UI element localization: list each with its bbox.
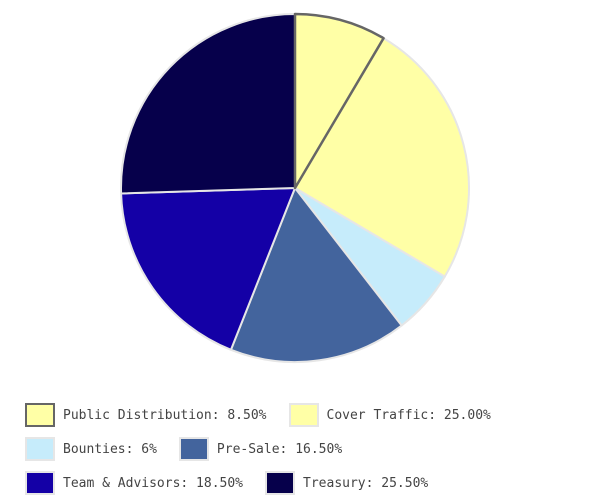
pie-slice-team-advisors[interactable]	[120, 187, 296, 351]
legend-label-treasury: Treasury: 25.50%	[303, 475, 429, 491]
legend-swatch-cover-traffic	[288, 403, 319, 427]
legend-label-public-distribution: Public Distribution: 8.50%	[63, 407, 267, 423]
legend-swatch-bounties	[25, 437, 55, 461]
legend-item-public-distribution[interactable]: Public Distribution: 8.50%	[25, 403, 267, 427]
pie-slice-cover-traffic[interactable]	[294, 37, 470, 278]
legend-label-pre-sale: Pre-Sale: 16.50%	[216, 441, 343, 457]
legend-swatch-team-advisors	[25, 471, 55, 495]
legend-item-pre-sale[interactable]: Pre-Sale: 16.50%	[178, 437, 343, 461]
pie-slice-public-distribution[interactable]	[293, 12, 385, 190]
legend-label-team-advisors: Team & Advisors: 18.50%	[63, 475, 244, 491]
legend-item-cover-traffic[interactable]: Cover Traffic: 25.00%	[288, 403, 491, 427]
legend-swatch-pre-sale	[178, 437, 209, 461]
legend-item-bounties[interactable]: Bounties: 6%	[25, 437, 157, 461]
legend-label-bounties: Bounties: 6%	[63, 441, 157, 457]
pie-slice-treasury[interactable]	[120, 13, 296, 195]
chart-legend: Public Distribution: 8.50% Cover Traffic…	[25, 398, 585, 500]
legend-item-team-advisors[interactable]: Team & Advisors: 18.50%	[25, 471, 243, 495]
legend-row: Public Distribution: 8.50% Cover Traffic…	[25, 398, 585, 432]
legend-swatch-public-distribution	[25, 403, 55, 427]
pie-chart	[120, 12, 470, 363]
legend-item-treasury[interactable]: Treasury: 25.50%	[265, 471, 428, 495]
legend-row: Team & Advisors: 18.50% Treasury: 25.50%	[25, 466, 585, 500]
pie-slice-pre-sale[interactable]	[229, 187, 403, 363]
legend-row: Bounties: 6% Pre-Sale: 16.50%	[25, 432, 585, 466]
legend-label-cover-traffic: Cover Traffic: 25.00%	[326, 407, 491, 423]
legend-swatch-treasury	[265, 471, 296, 495]
